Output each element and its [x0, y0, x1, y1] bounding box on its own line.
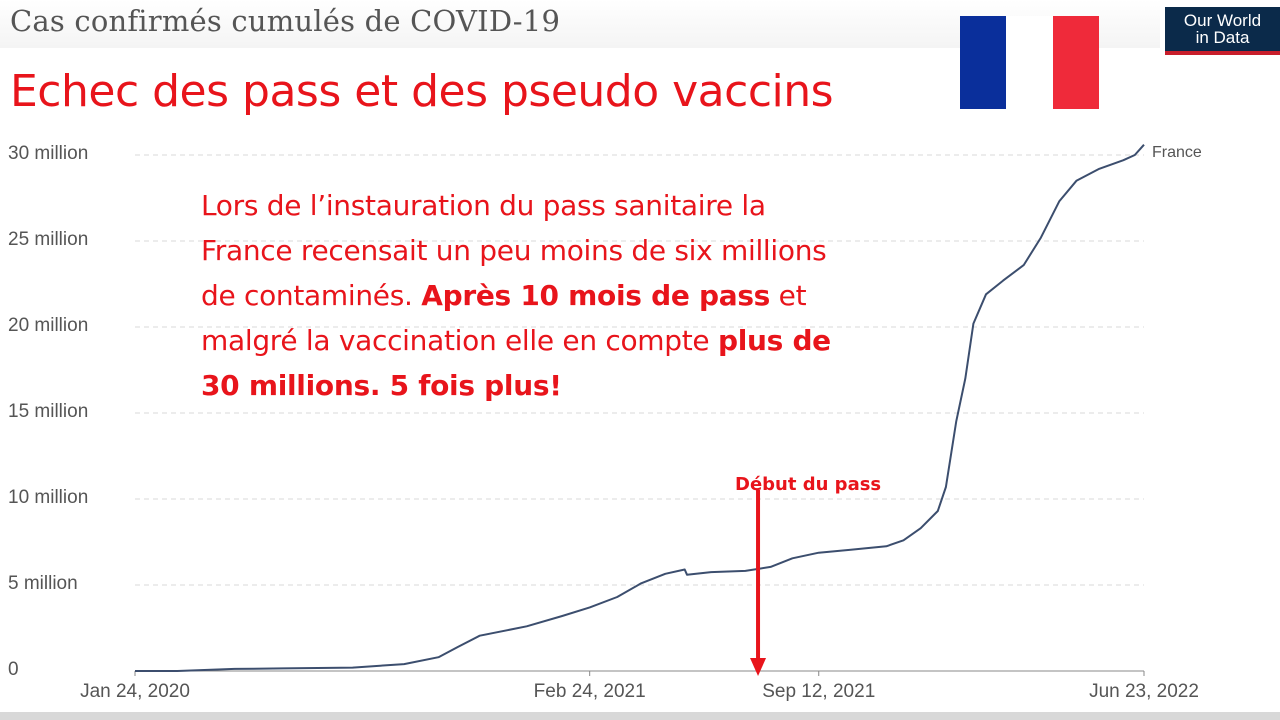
flag-stripe-red	[1052, 16, 1099, 109]
y-tick-label: 10 million	[8, 487, 89, 508]
logo-line-2: in Data	[1195, 28, 1250, 47]
series-label-france: France	[1152, 144, 1202, 161]
annotation-text: Lors de l’instauration du pass sanitaire…	[201, 183, 861, 408]
annotation-bold-2: plus de 30 millions. 5 fois plus!	[201, 324, 831, 402]
x-tick-label: Jan 24, 2020	[80, 681, 190, 702]
chart-title: Cas confirmés cumulés de COVID-19	[10, 4, 561, 38]
pass-start-label: Début du pass	[735, 474, 882, 495]
y-tick-label: 25 million	[8, 229, 89, 250]
y-tick-label: 30 million	[8, 143, 89, 164]
annotation-bold-1: Après 10 mois de pass	[421, 279, 771, 312]
y-tick-label: 0	[8, 659, 19, 680]
series-line-france	[135, 144, 1145, 672]
annotation-part-2: et malgré la vaccination elle en compte	[201, 279, 807, 357]
y-tick-label: 15 million	[8, 401, 89, 422]
our-world-in-data-logo[interactable]: Our World in Data	[1165, 7, 1280, 55]
x-tick-label: Jun 23, 2022	[1089, 681, 1199, 702]
x-tick-label: Feb 24, 2021	[533, 681, 646, 702]
pass-start-arrow-head	[750, 658, 767, 676]
annotation-part-1: Lors de l’instauration du pass sanitaire…	[201, 189, 827, 312]
y-tick-label: 5 million	[8, 573, 78, 594]
bottom-strip	[0, 712, 1280, 720]
flag-stripe-white	[1006, 16, 1053, 109]
flag-stripe-blue	[960, 16, 1007, 109]
y-tick-label: 20 million	[8, 315, 89, 336]
france-flag-icon	[960, 16, 1099, 109]
x-tick-label: Sep 12, 2021	[762, 681, 876, 702]
logo-line-1: Our World	[1183, 11, 1262, 30]
slide-headline: Echec des pass et des pseudo vaccins	[10, 66, 834, 117]
